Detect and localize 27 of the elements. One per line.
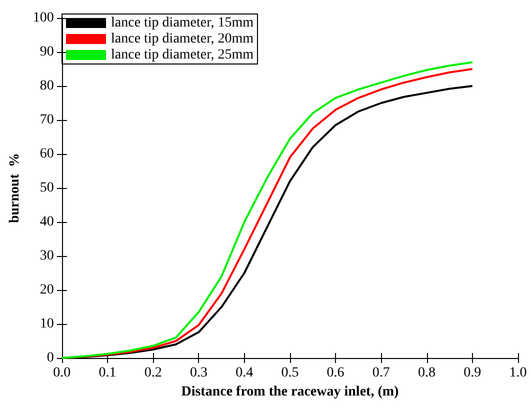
- y-tick-label: 50: [40, 180, 54, 196]
- y-tick-label: 20: [40, 282, 54, 298]
- y-axis-title: burnout %: [8, 152, 22, 224]
- x-tick-label: 1.0: [509, 366, 527, 380]
- y-tick-label: 0: [46, 350, 54, 366]
- y-tick-label: 60: [40, 146, 54, 162]
- y-tick-label: 90: [40, 44, 54, 60]
- x-tick-label: 0.8: [418, 366, 436, 380]
- y-tick-label: 30: [40, 248, 54, 264]
- y-tick-label: 80: [40, 78, 54, 94]
- x-tick-label: 0.9: [464, 366, 482, 380]
- legend-label: lance tip diameter, 15mm: [111, 16, 254, 30]
- legend-label: lance tip diameter, 25mm: [111, 48, 254, 62]
- x-axis-title: Distance from the raceway inlet, (m): [181, 384, 400, 400]
- x-tick-label: 0.3: [190, 366, 208, 380]
- x-tick-label: 0.1: [98, 366, 116, 380]
- x-tick-label: 0.6: [326, 366, 344, 380]
- legend-label: lance tip diameter, 20mm: [111, 32, 254, 46]
- x-tick-label: 0.4: [236, 366, 254, 380]
- x-tick-label: 0.0: [53, 366, 71, 380]
- y-tick-label: 10: [40, 316, 54, 332]
- y-tick-label: 100: [32, 10, 54, 26]
- y-tick-label: 40: [40, 214, 54, 230]
- x-tick-label: 0.7: [372, 366, 390, 380]
- x-tick-label: 0.5: [281, 366, 299, 380]
- y-tick-label: 70: [40, 112, 54, 128]
- x-tick-label: 0.2: [144, 366, 162, 380]
